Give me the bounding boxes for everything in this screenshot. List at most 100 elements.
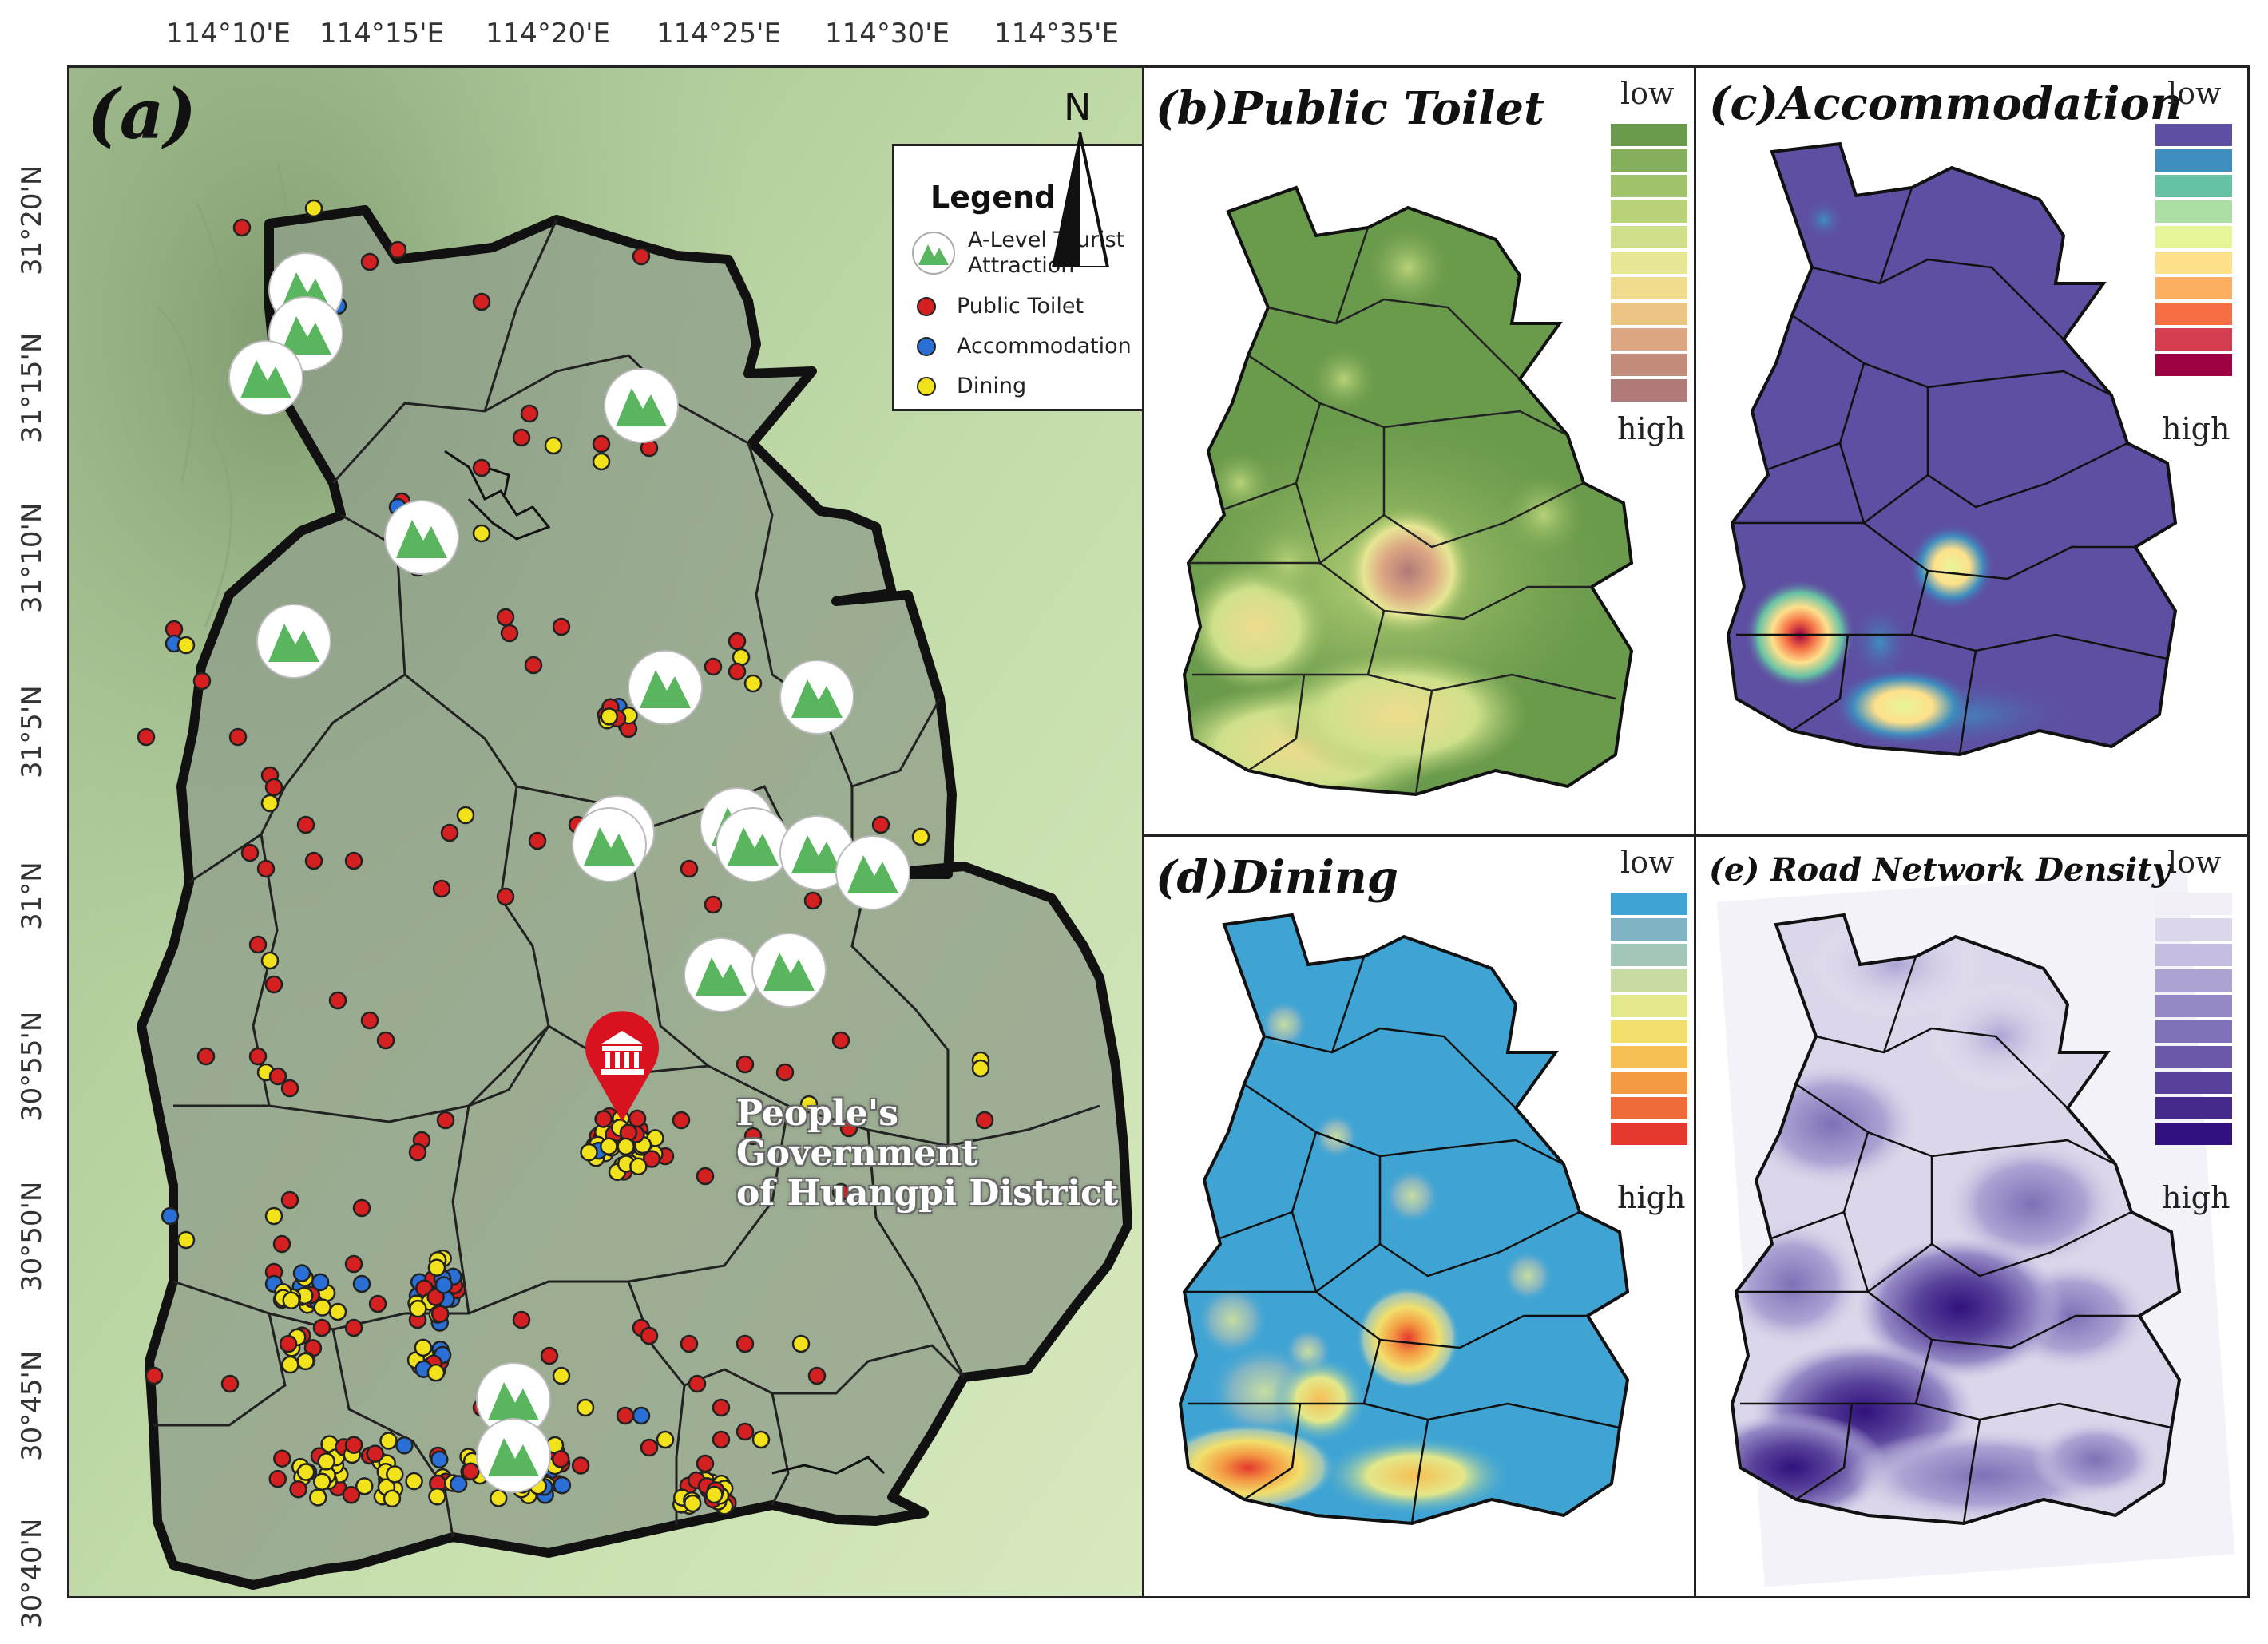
toilet-point	[775, 1063, 795, 1082]
toilet-point	[388, 240, 407, 259]
toilet-point	[640, 1438, 659, 1457]
ramp-class	[1611, 200, 1687, 223]
dining-point	[317, 1452, 335, 1471]
lon-tick: 114°30'E	[825, 18, 950, 50]
mountain-attraction-icon	[228, 340, 303, 415]
toilet-point	[240, 843, 260, 862]
toilet-point	[628, 1109, 647, 1128]
toilet-point	[430, 1305, 450, 1323]
toilet-point	[496, 887, 515, 906]
toilet-point	[344, 1318, 363, 1337]
ramp-class	[2155, 124, 2232, 146]
toilet-point	[352, 1198, 371, 1218]
toilet-point	[736, 1422, 755, 1441]
mountain-attraction-icon	[384, 500, 459, 575]
dining-point	[683, 1494, 702, 1513]
mountain-attraction-icon	[476, 1418, 551, 1493]
accommodation-point	[292, 1264, 311, 1282]
toilet-point	[524, 656, 543, 675]
ramp-class	[1611, 175, 1687, 197]
ramp-class	[2155, 149, 2232, 172]
accommodation-point	[449, 1475, 468, 1493]
dining-point	[260, 794, 280, 813]
toilet-point	[512, 428, 531, 447]
dining-point	[576, 1398, 595, 1417]
dining-point	[426, 1363, 446, 1382]
toilet-point	[137, 727, 156, 747]
ramp-low-label: low	[1620, 76, 1675, 111]
dining-point	[383, 1489, 402, 1508]
dining-point	[281, 1355, 299, 1374]
toilet-point	[408, 1143, 427, 1162]
toilet-point	[280, 1190, 299, 1210]
toilet-point	[712, 1430, 731, 1449]
mountain-attraction-icon	[835, 835, 910, 910]
legend-label: Dining	[957, 374, 1027, 398]
toilet-point	[432, 879, 451, 898]
accommodation-point	[434, 1276, 454, 1294]
toilet-point	[472, 458, 491, 477]
toilet-point	[571, 1456, 590, 1475]
mountain-attraction-icon	[628, 650, 703, 725]
toilet-point	[344, 1436, 363, 1454]
dining-point	[409, 1299, 427, 1318]
panel-b-heatmap	[1183, 186, 1633, 796]
lon-tick: 114°20'E	[486, 18, 610, 50]
dining-point	[617, 1137, 635, 1156]
ramp-high-label: high	[2162, 1180, 2230, 1215]
dining-point	[751, 1430, 771, 1449]
toilet-point	[871, 815, 890, 834]
toilet-point	[344, 851, 363, 870]
water-features	[444, 450, 886, 1475]
toilet-point	[520, 404, 539, 423]
toilet-point	[528, 831, 547, 850]
toilet-point	[592, 434, 611, 454]
legend-item-accommodation: Accommodation	[917, 334, 1132, 359]
panel-d-title: (d)Dining	[1156, 851, 1398, 904]
panel-c-heatmap	[1727, 142, 2177, 756]
ramp-class	[1611, 379, 1687, 402]
toilet-point	[228, 727, 248, 747]
mountain-attraction-icon	[779, 660, 854, 735]
toilet-point	[268, 1469, 287, 1488]
panel-b-title: (b)Public Toilet	[1156, 82, 1544, 135]
dining-point	[472, 524, 491, 543]
toilet-point	[360, 1011, 379, 1030]
dining-point	[379, 1432, 398, 1450]
toilet-point	[264, 778, 284, 797]
legend-item-toilet: Public Toilet	[917, 294, 1084, 319]
dining-point	[971, 1059, 990, 1078]
dining-point	[489, 1489, 508, 1507]
dining-point	[296, 1352, 315, 1371]
accommodation-point	[161, 1206, 180, 1226]
toilet-point	[672, 1111, 691, 1130]
panel-a-map: (a) People's Government of Huangpi Distr…	[67, 65, 1145, 1598]
toilet-point	[704, 895, 723, 914]
ramp-class	[1611, 252, 1687, 274]
ramp-class	[2155, 226, 2232, 248]
legend-item-attraction: A-Level Tourist Attraction	[912, 228, 1124, 279]
ramp-class	[2155, 969, 2232, 992]
toilet-point	[680, 859, 699, 878]
lat-tick: 30°45'N	[16, 1350, 48, 1461]
mountain-attraction-icon	[716, 807, 791, 882]
panel-d-heatmap	[1179, 913, 1629, 1525]
dining-point	[176, 636, 196, 655]
ramp-class	[2155, 893, 2232, 915]
toilet-point	[256, 859, 276, 878]
dining-point	[260, 951, 280, 970]
dining-point	[428, 1488, 446, 1506]
ramp-class	[2155, 277, 2232, 299]
ramp-class	[1611, 969, 1687, 992]
mountain-attraction-icon	[476, 1362, 551, 1437]
dining-point	[328, 1302, 347, 1321]
ramp-class	[1611, 944, 1687, 966]
dining-point	[705, 1485, 724, 1504]
toilet-point	[551, 1450, 570, 1468]
dining-point	[386, 1465, 404, 1484]
toilet-point	[496, 608, 515, 627]
lat-tick: 30°40'N	[16, 1518, 48, 1629]
dining-point	[355, 1477, 374, 1495]
ramp-class	[1611, 1097, 1687, 1119]
ramp-low-label: low	[1620, 845, 1675, 880]
